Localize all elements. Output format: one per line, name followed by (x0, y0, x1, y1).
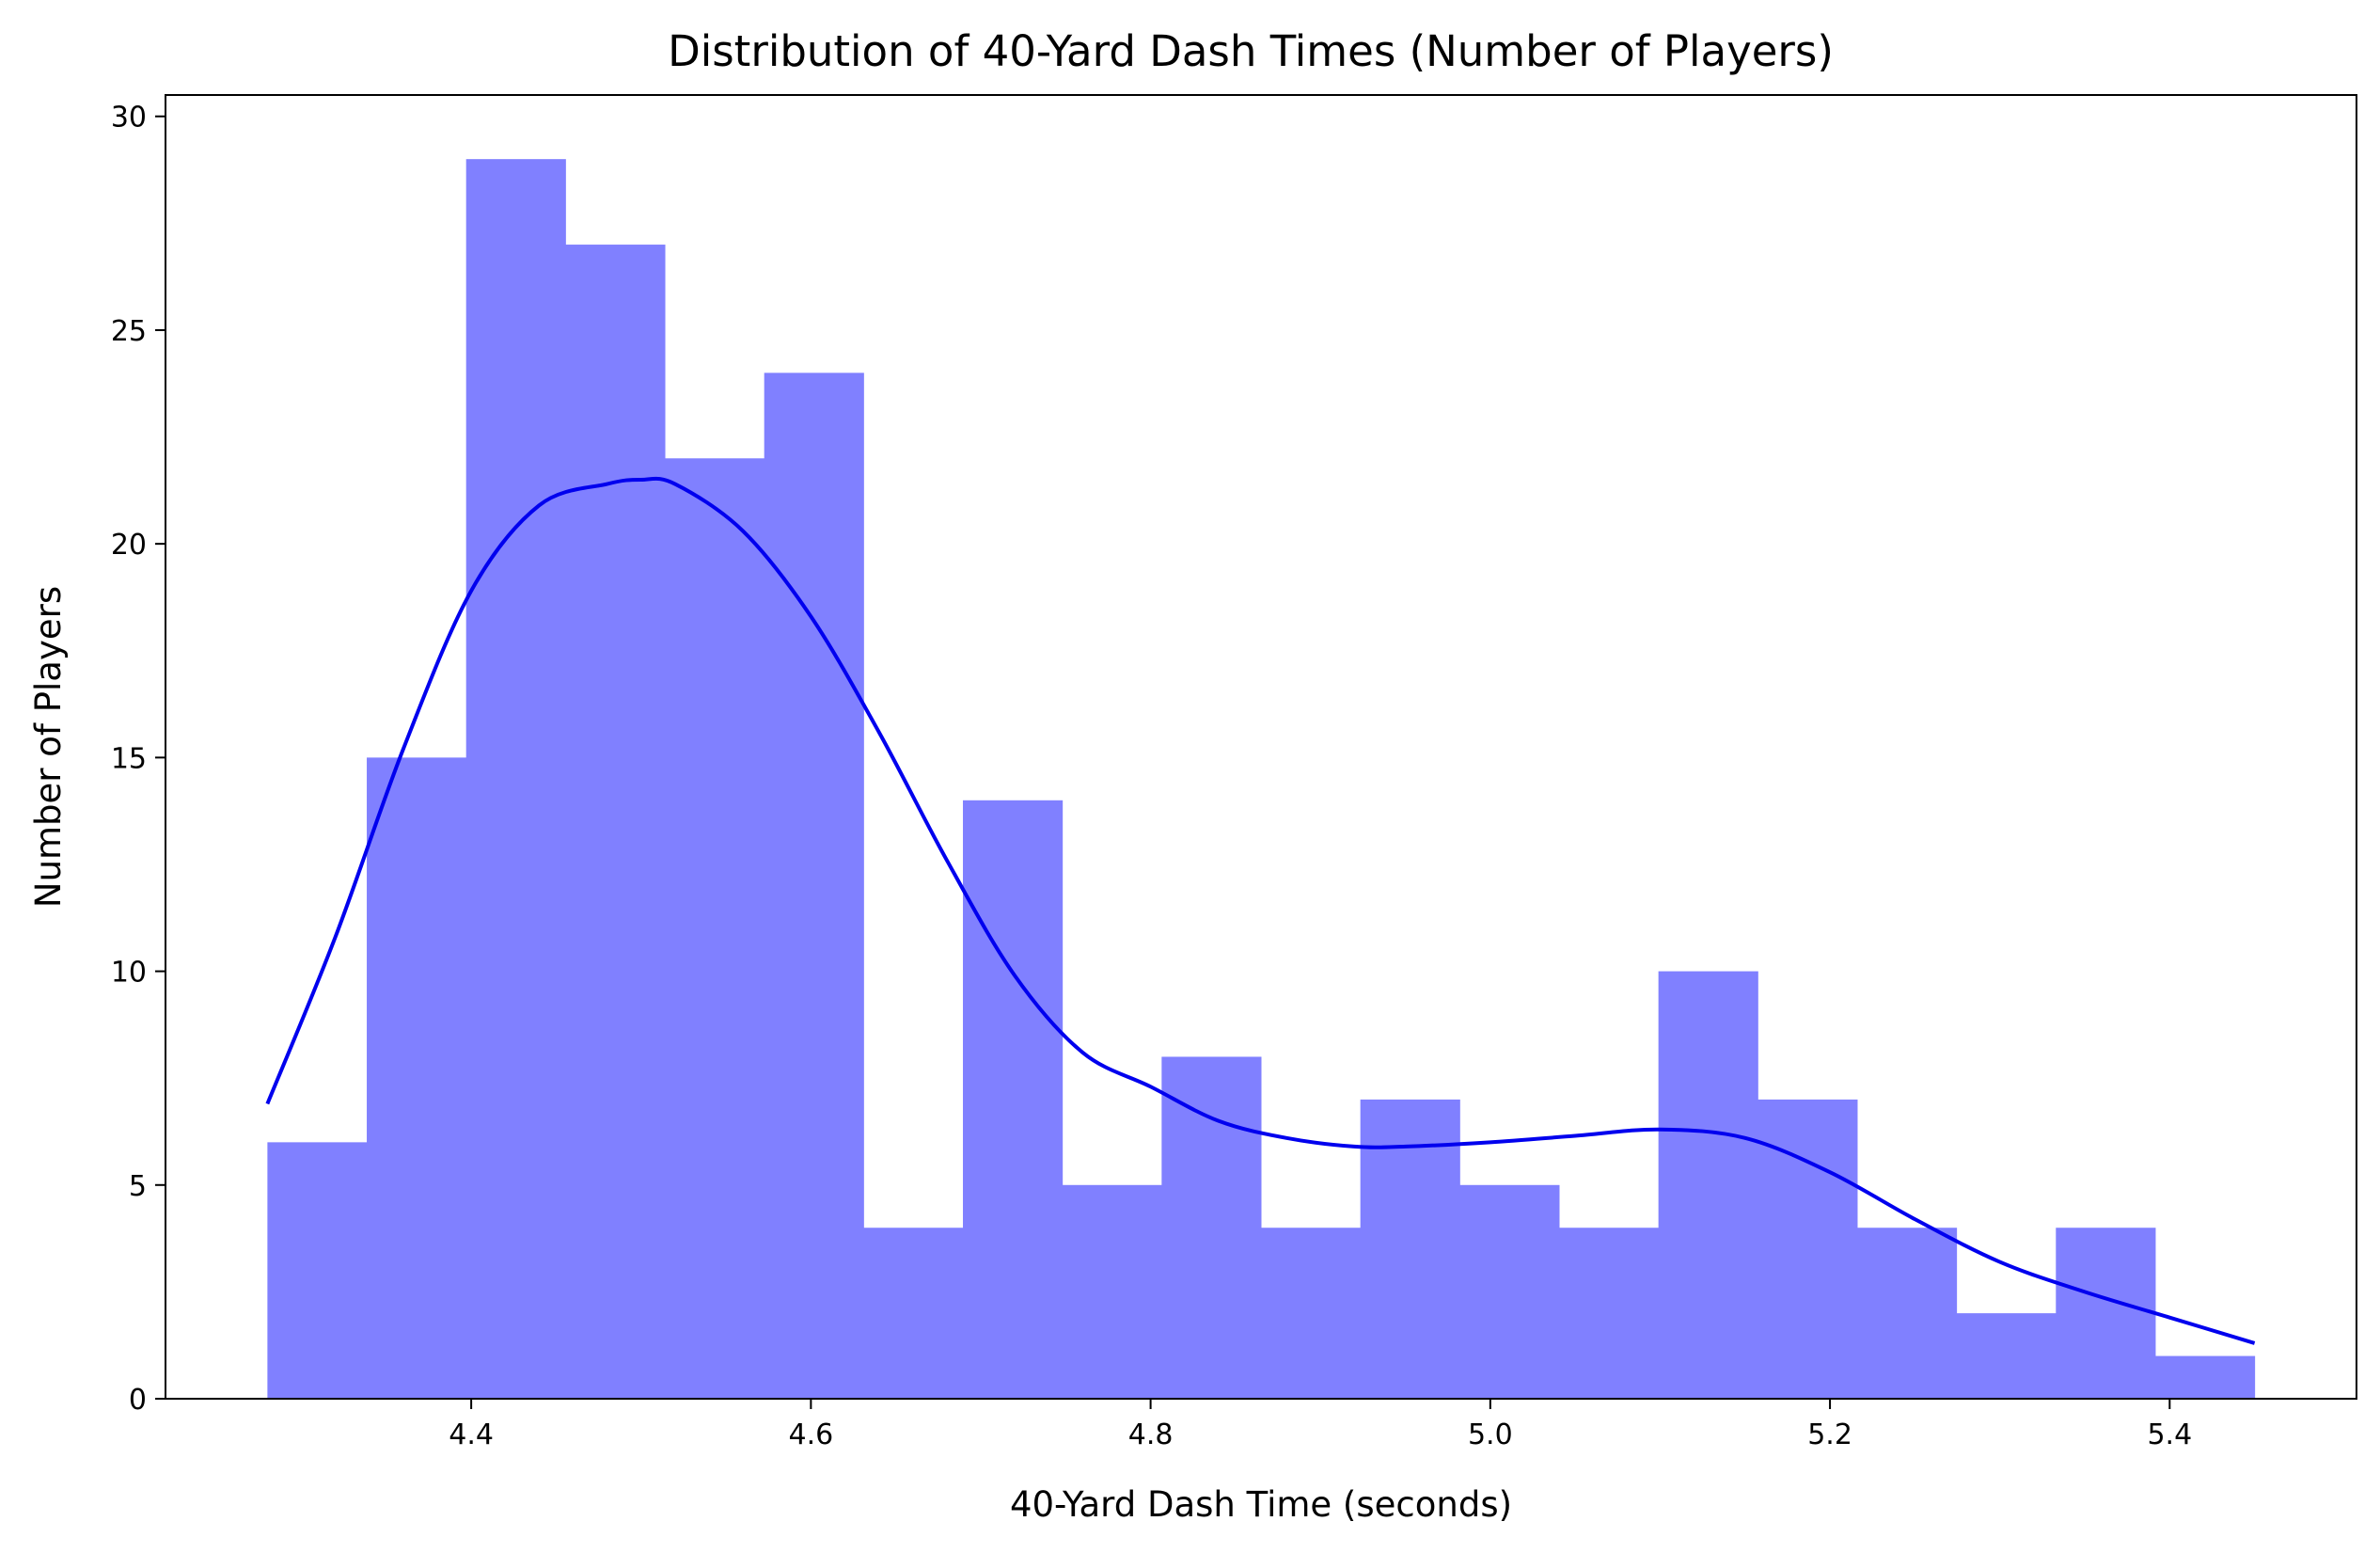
histogram-bar (367, 757, 467, 1399)
chart-title: Distribution of 40-Yard Dash Times (Numb… (668, 26, 1834, 76)
histogram-bar (1856, 1228, 1958, 1399)
histogram-bar (1459, 1184, 1560, 1399)
histogram-bar (764, 372, 864, 1399)
y-tick-label: 25 (111, 315, 147, 348)
y-tick-label: 5 (129, 1170, 147, 1203)
kde-curve (265, 476, 2256, 1345)
x-axis-label: 40-Yard Dash Time (seconds) (1010, 1484, 1512, 1525)
histogram-bar (565, 245, 666, 1399)
x-tick-label: 4.8 (1128, 1418, 1174, 1451)
histogram-bar (1757, 1099, 1858, 1399)
histogram-bar (1161, 1056, 1262, 1399)
y-tick-label: 0 (129, 1384, 147, 1417)
y-tick-label: 20 (111, 529, 147, 562)
plot-frame (165, 94, 2357, 1400)
y-tick-label: 30 (111, 102, 147, 135)
histogram-bar (1360, 1099, 1460, 1399)
y-tick-label: 10 (111, 957, 147, 990)
y-axis-label: Number of Players (28, 586, 69, 908)
x-tick-label: 4.6 (788, 1418, 833, 1451)
y-tick-label: 15 (111, 742, 147, 775)
histogram-bar (665, 458, 765, 1399)
y-axis-ticks: 0 5 10 15 20 25 30 (111, 102, 165, 1417)
x-tick-label: 5.0 (1468, 1418, 1513, 1451)
histogram-bar (1261, 1228, 1362, 1399)
x-tick-label: 5.4 (2147, 1418, 2192, 1451)
histogram-bar (1658, 971, 1758, 1399)
histogram-bars (267, 159, 2256, 1399)
histogram-bar (267, 1142, 368, 1399)
histogram-bar (1062, 1184, 1162, 1399)
histogram-bar (963, 800, 1064, 1399)
x-tick-label: 5.2 (1807, 1418, 1852, 1451)
x-axis-ticks: 4.4 4.6 4.8 5.0 5.2 5.4 (449, 1399, 2192, 1451)
histogram-bar (465, 159, 566, 1399)
histogram-bar (1956, 1313, 2057, 1399)
histogram-bar (2056, 1228, 2156, 1399)
histogram-bar (2154, 1355, 2256, 1399)
x-tick-label: 4.4 (449, 1418, 494, 1451)
histogram-bar (1558, 1228, 1660, 1399)
histogram-bar (863, 1228, 964, 1399)
